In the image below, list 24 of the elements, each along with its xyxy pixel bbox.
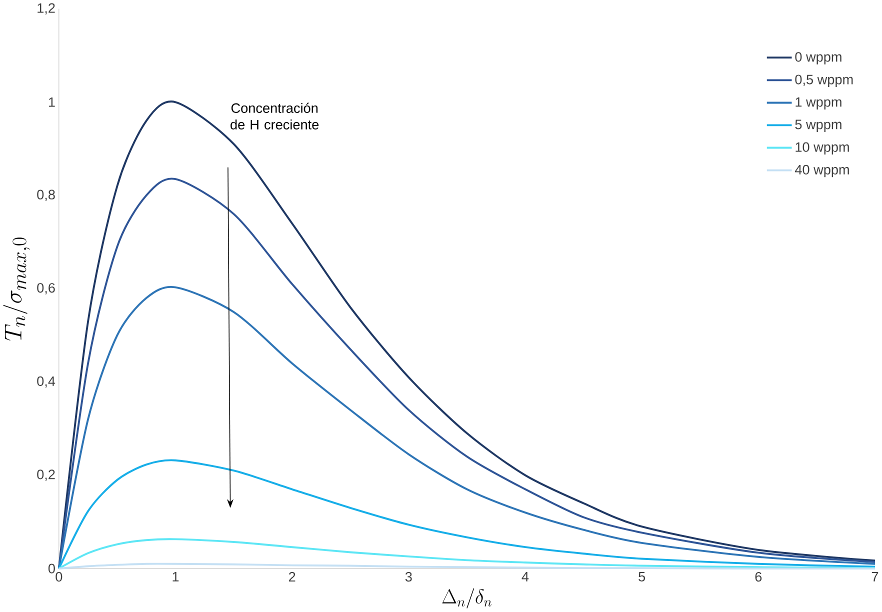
x-tick-label: 7 — [872, 572, 878, 582]
y-tick-label: 1 — [48, 98, 55, 107]
legend-label: 5 wppm — [795, 120, 842, 132]
legend-label: 0,5 wppm — [795, 74, 853, 88]
legend-label: 10 wppm — [796, 142, 849, 155]
legend-label: 1 wppm — [796, 98, 842, 110]
x-tick-label: 3 — [405, 572, 412, 582]
x-tick-label: 5 — [638, 572, 646, 582]
x-tick-label: 2 — [288, 572, 296, 582]
x-tick-label: 4 — [522, 572, 529, 582]
y-axis-title: $T_n/\sigma_{max,0}$ — [3, 238, 30, 341]
x-axis-title: $\Delta_n/\delta_n$ — [442, 588, 492, 609]
y-tick-label: 0,2 — [37, 470, 55, 482]
y-tick-label: 0,4 — [37, 376, 56, 388]
legend-label: 0 wppm — [795, 52, 842, 65]
x-tick-label: 0 — [56, 572, 62, 582]
y-tick-label: 0 — [48, 564, 55, 574]
y-tick-label: 0,8 — [37, 190, 55, 202]
x-tick-label: 6 — [755, 572, 762, 582]
annotation: Concentración de H creciente — [230, 102, 319, 130]
x-tick-label: 1 — [172, 572, 179, 582]
y-tick-label: 1,2 — [38, 3, 55, 15]
y-tick-label: 0,6 — [37, 283, 55, 294]
legend-label: 40 wppm — [794, 165, 849, 178]
